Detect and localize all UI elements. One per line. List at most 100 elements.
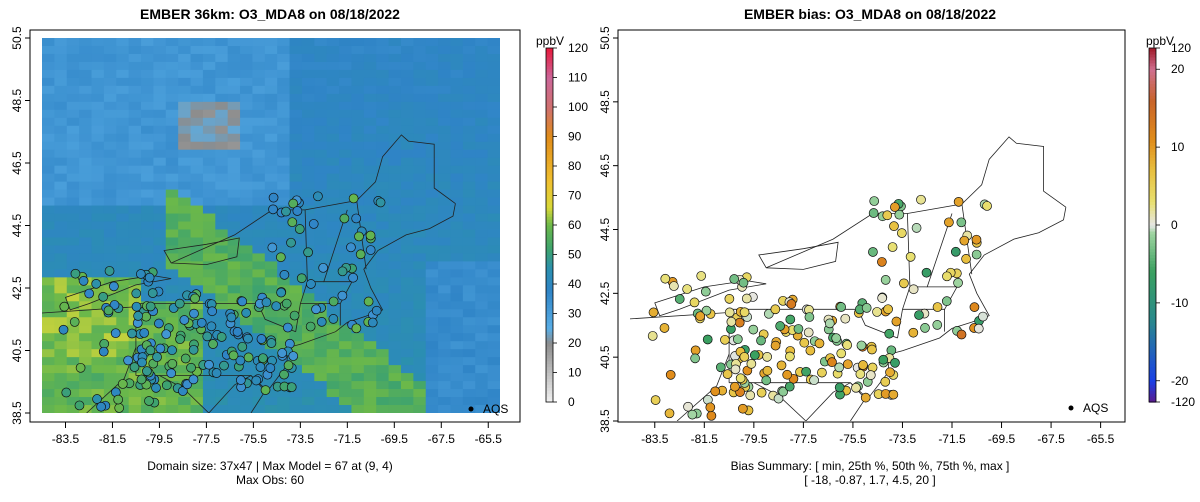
left-model-cell — [190, 101, 204, 111]
left-model-cell — [79, 237, 93, 246]
left-model-cell — [128, 165, 142, 175]
left-model-cell — [326, 221, 340, 230]
right-bias-site — [836, 348, 847, 359]
left-model-cell — [54, 93, 68, 103]
left-model-cell — [301, 253, 315, 262]
left-model-cell — [450, 317, 464, 326]
left-model-cell — [301, 317, 315, 326]
left-model-cell — [202, 229, 216, 238]
left-model-cell — [227, 389, 241, 398]
left-model-cell — [388, 53, 402, 63]
left-model-cell — [462, 237, 476, 246]
right-bias-site — [793, 324, 804, 334]
left-obs-site — [306, 279, 316, 289]
left-x-tick-label: -65.5 — [475, 432, 503, 446]
left-model-cell — [141, 53, 154, 63]
right-bias-site — [805, 345, 816, 356]
left-model-cell — [475, 77, 489, 87]
left-model-cell — [79, 133, 93, 143]
right-colorbar-band — [1149, 115, 1156, 120]
left-model-cell — [91, 205, 105, 215]
left-model-cell — [425, 109, 439, 119]
left-model-cell — [475, 389, 489, 398]
left-model-cell — [339, 45, 352, 55]
left-model-cell — [462, 38, 476, 47]
left-model-cell — [475, 261, 489, 270]
left-colorbar-band — [546, 251, 553, 256]
left-model-cell — [116, 38, 130, 47]
left-model-cell — [66, 365, 80, 374]
left-model-cell — [301, 269, 315, 278]
left-model-cell — [190, 38, 204, 47]
left-model-cell — [363, 45, 377, 55]
right-colorbar-band — [1149, 257, 1156, 261]
left-model-cell — [400, 221, 414, 230]
right-bias-site — [775, 321, 785, 331]
right-bias-site — [880, 275, 891, 285]
left-model-cell — [400, 381, 414, 390]
left-model-cell — [425, 317, 439, 326]
left-model-cell — [413, 237, 427, 246]
left-model-cell — [227, 125, 241, 135]
left-colorbar-band — [546, 104, 553, 108]
left-model-cell — [376, 357, 390, 366]
right-colorbar-band — [1149, 48, 1156, 52]
left-model-cell — [487, 309, 500, 318]
left-model-cell — [450, 101, 464, 111]
left-model-cell — [128, 349, 142, 358]
left-model-cell — [413, 309, 427, 318]
left-model-cell — [462, 149, 476, 159]
left-model-cell — [339, 125, 352, 135]
left-model-cell — [388, 381, 402, 390]
left-model-cell — [153, 261, 167, 270]
left-model-cell — [116, 53, 130, 63]
left-obs-site — [92, 394, 102, 404]
left-obs-site — [113, 394, 124, 405]
left-model-cell — [227, 373, 241, 382]
left-model-cell — [91, 133, 105, 143]
left-model-cell — [103, 357, 117, 366]
left-model-cell — [79, 117, 93, 127]
right-y-tick-label: 42.5 — [598, 281, 612, 305]
left-model-cell — [116, 293, 130, 302]
left-model-cell — [103, 133, 117, 143]
left-model-cell — [339, 365, 352, 374]
right-colorbar-tick-label: 120 — [1171, 41, 1191, 55]
left-y-tick-label: 46.5 — [10, 151, 24, 175]
left-model-cell — [339, 189, 352, 199]
left-model-cell — [289, 117, 303, 127]
left-model-cell — [91, 213, 105, 223]
right-bias-site — [890, 202, 900, 212]
left-model-cell — [326, 325, 340, 334]
left-model-cell — [103, 165, 117, 175]
left-model-cell — [66, 349, 80, 358]
left-model-cell — [141, 237, 154, 246]
left-colorbar-band — [546, 363, 553, 368]
left-model-cell — [314, 245, 328, 254]
right-colorbar-band — [1149, 121, 1156, 126]
right-bias-site — [705, 402, 716, 413]
left-model-cell — [376, 309, 390, 318]
left-model-cell — [66, 373, 80, 382]
left-model-cell — [487, 325, 500, 334]
left-model-cell — [450, 309, 464, 318]
right-bias-site — [799, 337, 810, 348]
left-obs-site — [123, 355, 133, 366]
left-model-cell — [153, 61, 167, 71]
left-model-cell — [227, 133, 241, 143]
right-colorbar-band — [1149, 171, 1156, 176]
left-model-cell — [91, 237, 105, 246]
left-model-cell — [413, 253, 427, 262]
left-model-cell — [190, 301, 204, 310]
left-model-cell — [314, 285, 328, 294]
right-colorbar-band — [1149, 163, 1156, 167]
right-bias-site — [973, 323, 984, 334]
left-colorbar-band — [546, 195, 553, 200]
left-obs-site — [131, 288, 142, 299]
left-y-tick-label: 40.5 — [10, 338, 24, 362]
left-model-cell — [202, 213, 216, 223]
left-model-cell — [116, 197, 130, 207]
left-colorbar-band — [546, 254, 553, 259]
left-model-cell — [190, 197, 204, 207]
left-model-cell — [128, 173, 142, 183]
